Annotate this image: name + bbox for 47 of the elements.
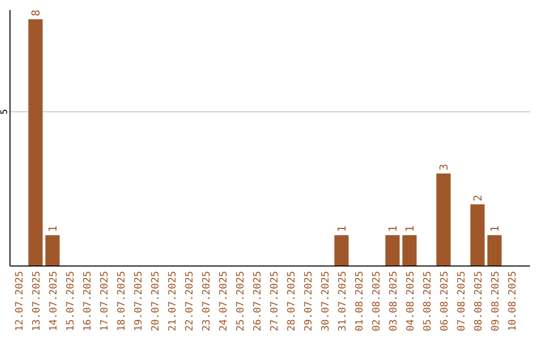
x-tick-label: 30.07.2025 [320, 271, 332, 332]
x-tick-label: 26.07.2025 [252, 271, 264, 332]
data-label: 8 [30, 10, 42, 16]
x-tick-label: 16.07.2025 [82, 271, 94, 332]
data-label: 1 [488, 226, 502, 232]
data-label: 1 [336, 226, 348, 232]
data-label: 2 [472, 194, 484, 202]
data-label: 3 [438, 164, 450, 170]
x-tick-label: 13.07.2025 [32, 271, 42, 332]
x-tick-label: 24.07.2025 [218, 271, 230, 332]
x-tick-label: 01.08.2025 [354, 271, 366, 332]
x-tick-label: 08.08.2025 [474, 271, 484, 332]
x-tick-label: 04.08.2025 [406, 271, 416, 332]
x-tick-label: 12.07.2025 [14, 271, 26, 332]
bar [436, 173, 451, 266]
data-label: 1 [46, 226, 60, 232]
x-tick-label: 02.08.2025 [372, 271, 382, 332]
x-tick-label: 06.08.2025 [440, 271, 450, 332]
x-tick-label: 09.08.2025 [490, 271, 502, 332]
x-tick-label: 22.07.2025 [184, 271, 196, 332]
x-tick-label: 19.07.2025 [134, 271, 144, 332]
x-tick-label: 25.07.2025 [236, 271, 246, 332]
x-tick-label: 03.08.2025 [388, 271, 400, 332]
data-label: 1 [404, 226, 416, 232]
x-tick-label: 27.07.2025 [270, 271, 280, 332]
x-tick-label: 23.07.2025 [202, 271, 212, 332]
y-tick-label: 5 [0, 109, 10, 114]
x-tick-label: 29.07.2025 [304, 271, 314, 332]
data-label: 1 [386, 226, 400, 232]
x-tick-label: 21.07.2025 [168, 271, 178, 332]
x-tick-label: 28.07.2025 [286, 271, 298, 332]
bar [28, 19, 43, 266]
bar [402, 235, 417, 266]
x-tick-label: 18.07.2025 [116, 271, 128, 332]
bar [470, 204, 485, 266]
x-tick-label: 31.07.2025 [338, 271, 348, 332]
bar [385, 235, 400, 266]
x-tick-label: 17.07.2025 [100, 271, 110, 332]
bar [334, 235, 349, 266]
x-tick-label: 20.07.2025 [150, 271, 162, 332]
x-tick-label: 10.08.2025 [508, 271, 518, 332]
x-tick-label: 15.07.2025 [66, 271, 76, 332]
x-tick-label: 07.08.2025 [456, 271, 468, 332]
bar [487, 235, 502, 266]
bar [45, 235, 60, 266]
x-tick-label: 05.08.2025 [422, 271, 434, 332]
x-tick-label: 14.07.2025 [48, 271, 60, 332]
